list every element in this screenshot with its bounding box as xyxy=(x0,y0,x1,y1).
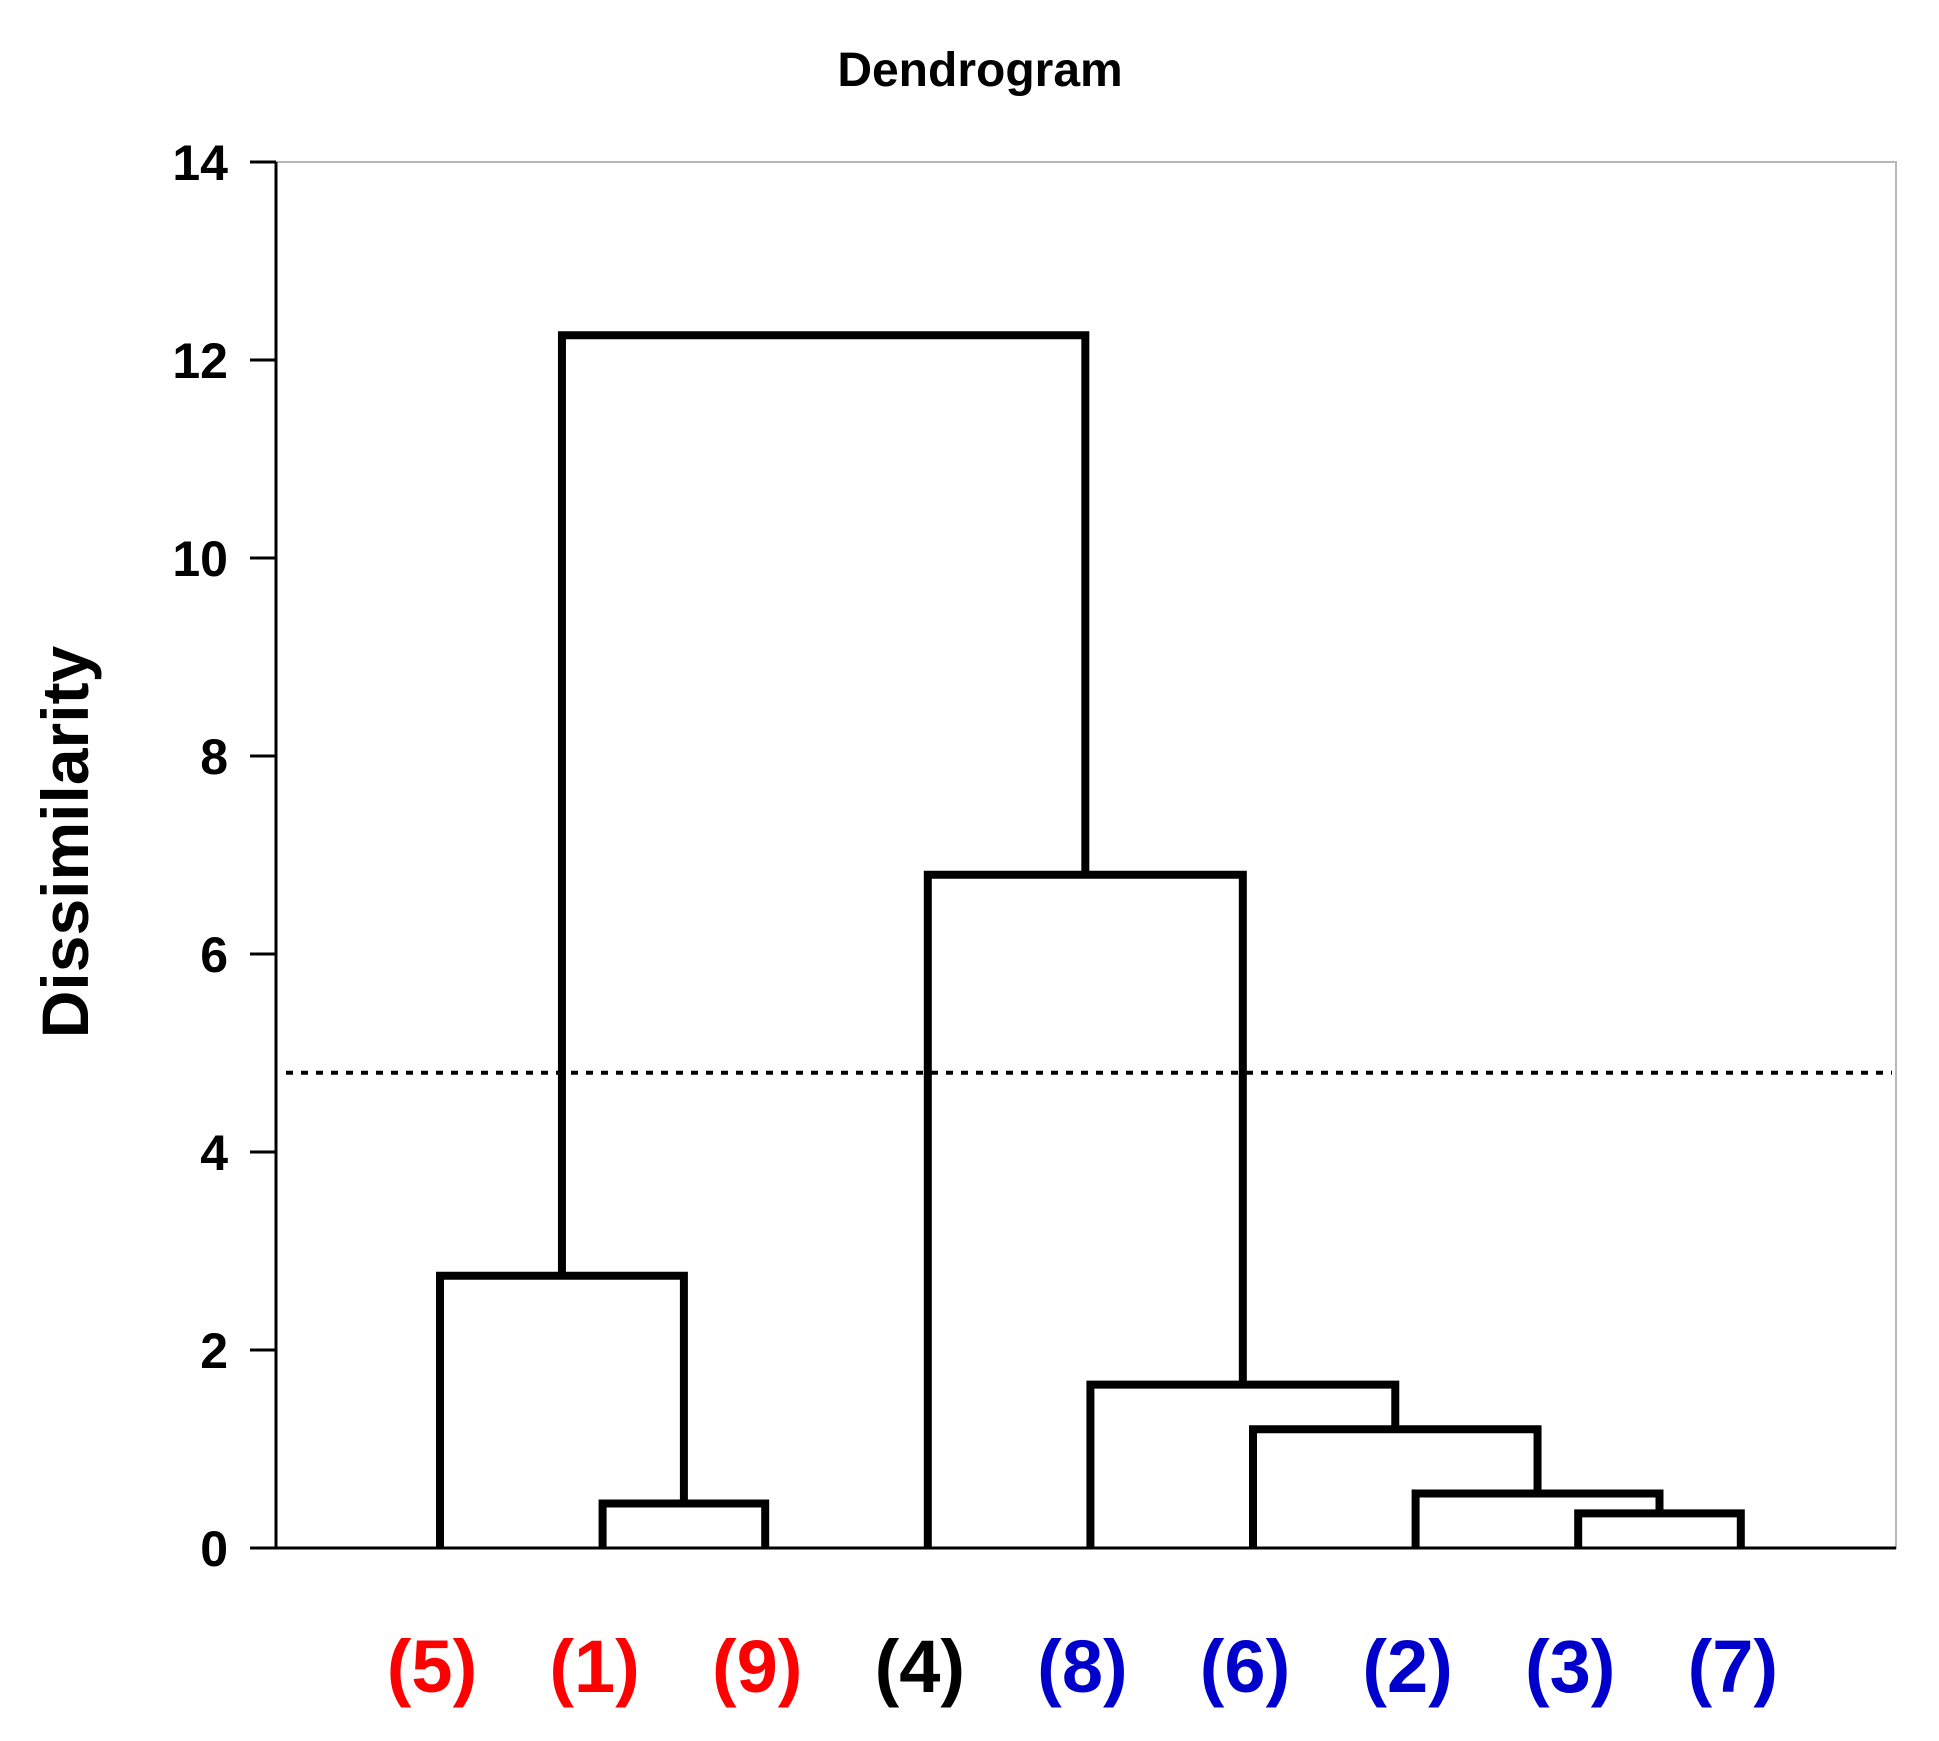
dendrogram-branch xyxy=(598,1499,770,1548)
y-tick-label: 12 xyxy=(172,333,228,389)
y-tick-label: 0 xyxy=(200,1521,228,1577)
leaf-label: (7) xyxy=(1688,1625,1778,1708)
leaf-label: (3) xyxy=(1525,1625,1615,1708)
dendrogram-branches xyxy=(436,331,1745,1548)
dendrogram-branch xyxy=(1249,1425,1542,1548)
y-tick-label: 14 xyxy=(172,135,228,191)
leaf-label: (1) xyxy=(549,1625,639,1708)
leaf-labels: (5) (1) (9) (4) (8) (6) (2) (3) (7) xyxy=(387,1625,1778,1708)
leaf-label: (5) xyxy=(387,1625,477,1708)
leaf-label: (6) xyxy=(1200,1625,1290,1708)
leaf-label: (4) xyxy=(875,1625,965,1708)
y-tick-label: 6 xyxy=(200,927,228,983)
y-tick-label: 8 xyxy=(200,729,228,785)
dendrogram-branch xyxy=(923,870,1247,1548)
dendrogram-branch xyxy=(557,331,1090,1276)
chart-title: Dendrogram xyxy=(837,44,1122,97)
y-axis-ticks: 0 2 4 6 8 10 12 14 xyxy=(172,135,276,1577)
y-tick-label: 10 xyxy=(172,531,228,587)
dendrogram-branch xyxy=(1411,1489,1664,1548)
dendrogram-branch xyxy=(1574,1509,1745,1548)
y-tick-label: 2 xyxy=(200,1323,228,1379)
leaf-label: (9) xyxy=(712,1625,802,1708)
leaf-label: (8) xyxy=(1037,1625,1127,1708)
y-tick-label: 4 xyxy=(200,1125,228,1181)
leaf-label: (2) xyxy=(1362,1625,1452,1708)
dendrogram-branch xyxy=(1086,1380,1400,1548)
y-axis-label: Dissimilarity xyxy=(28,645,102,1038)
